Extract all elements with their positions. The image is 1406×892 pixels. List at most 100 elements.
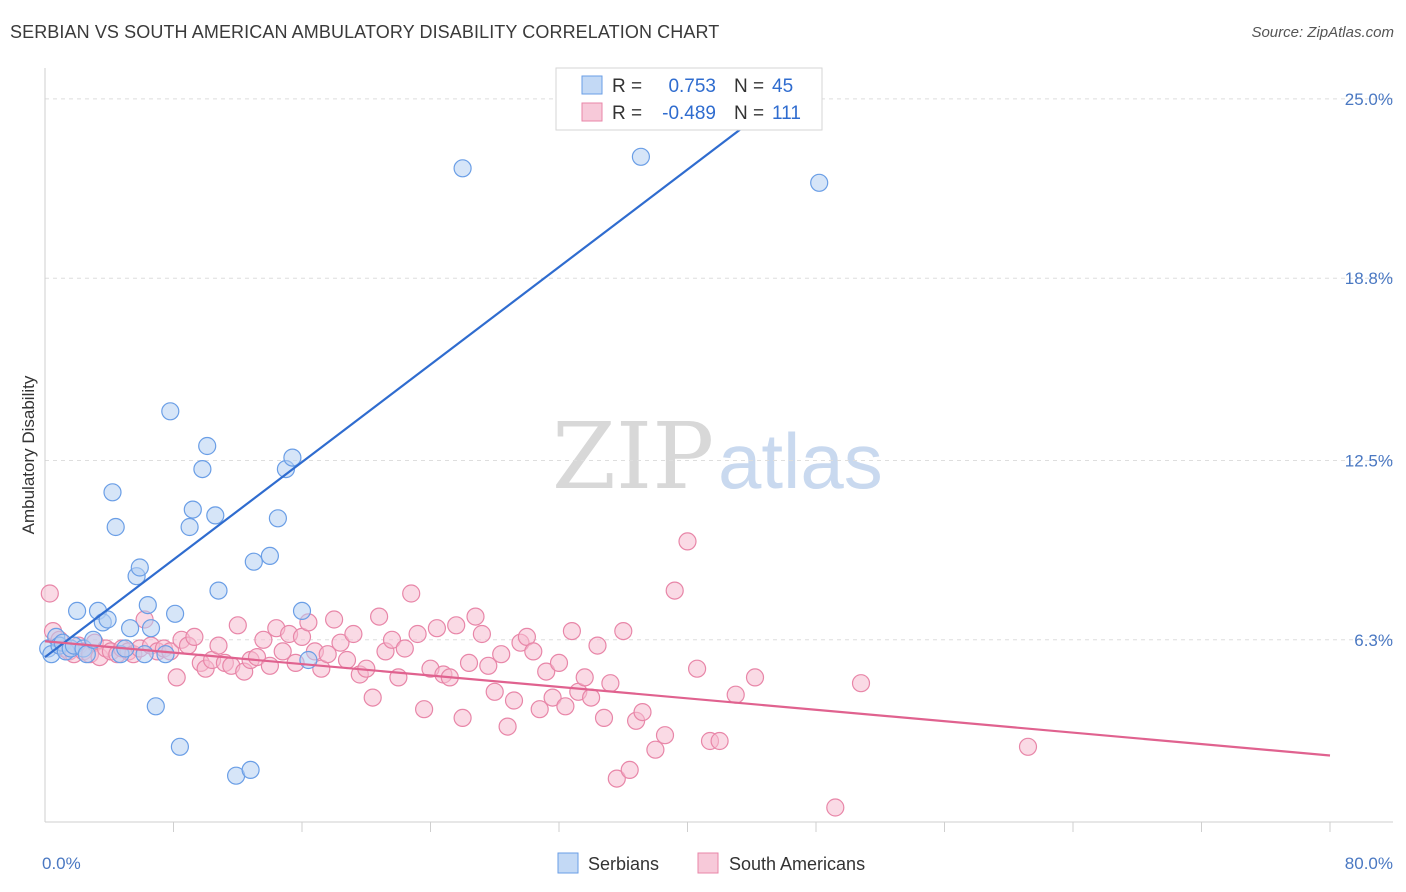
south_americans-point-80 (530, 700, 549, 719)
south_americans-point-85 (562, 621, 582, 641)
south_americans-point-51 (344, 624, 363, 644)
south_americans-point-62 (415, 700, 434, 719)
south_americans-point-23 (167, 668, 186, 687)
south_americans-point-57 (382, 630, 402, 649)
south_americans-point-97 (646, 740, 665, 759)
south_americans-point-83 (549, 653, 569, 673)
south_americans-point-89 (588, 636, 607, 655)
serbians-point-43 (292, 601, 312, 621)
trendlines (44, 89, 1331, 757)
serbians-point-38 (244, 552, 263, 571)
serbians-point-31 (183, 500, 202, 519)
south_americans-point-100 (678, 532, 697, 551)
serbians-point-21 (130, 558, 149, 577)
serbians-point-35 (209, 581, 228, 600)
legend-n-label-south-americans: N = (734, 103, 764, 124)
south_americans-point-108 (1018, 737, 1038, 756)
serbians-point-26 (156, 645, 175, 664)
serbians-point-39 (260, 546, 279, 566)
south_americans-point-74 (492, 645, 511, 664)
y-tick-label-0: 6.3% (1354, 631, 1393, 650)
south_americans-point-50 (337, 650, 357, 670)
south_americans-point-40 (273, 642, 292, 661)
series-legend: Serbians South Americans (557, 852, 865, 874)
south_americans-point-99 (665, 581, 684, 600)
chart-source: Source: ZipAtlas.com (1251, 24, 1394, 41)
south_americans-point-68 (453, 708, 472, 728)
legend-n-value-south-americans: 111 (772, 103, 801, 124)
south_americans-point-84 (556, 697, 575, 716)
bottom-legend-label-serbians: Serbians (588, 854, 659, 874)
legend-n-label-serbians: N = (734, 76, 764, 97)
serbians-point-25 (146, 697, 165, 716)
y-tick-label-1: 12.5% (1345, 451, 1393, 470)
south_americans-point-60 (402, 584, 421, 603)
serbians-point-16 (106, 517, 125, 537)
south_americans-point-79 (524, 642, 543, 661)
south_americans-point-82 (543, 688, 562, 707)
serbians-point-24 (141, 619, 161, 638)
serbians-point-37 (241, 760, 260, 780)
chart-title: SERBIAN VS SOUTH AMERICAN AMBULATORY DIS… (10, 22, 720, 42)
legend-r-label-serbians: R = (612, 76, 642, 97)
legend-r-label-south-americans: R = (612, 103, 642, 124)
south_americans-point-59 (395, 639, 414, 658)
south_americans-trendline (44, 640, 1331, 757)
serbians-point-47 (631, 147, 651, 166)
south_americans-point-33 (228, 616, 247, 635)
serbians-point-30 (180, 517, 199, 537)
x-tick-label-0: 0.0% (42, 854, 81, 873)
south_americans-point-104 (726, 685, 745, 704)
south_americans-point-93 (614, 621, 633, 641)
south_americans-point-48 (325, 610, 344, 629)
serbians-point-8 (67, 601, 87, 621)
south_americans-point-70 (466, 607, 485, 626)
south_americans-point-98 (655, 726, 675, 745)
legend-r-value-serbians: 0.753 (668, 76, 716, 97)
south_americans-point-47 (318, 645, 337, 664)
serbians-point-45 (453, 159, 472, 178)
serbians-trendline (44, 89, 793, 659)
serbians-point-22 (135, 645, 154, 664)
serbians-point-29 (170, 737, 189, 756)
serbians-point-27 (161, 402, 180, 421)
serbians-point-19 (121, 619, 140, 638)
south_americans-point-71 (472, 624, 491, 644)
serbians-point-32 (193, 460, 212, 479)
south_americans-point-26 (185, 627, 204, 647)
south_americans-point-75 (498, 717, 517, 736)
axes (44, 68, 1393, 832)
y-axis-title: Ambulatory Disability (19, 375, 38, 534)
south_americans-point-107 (851, 674, 871, 693)
watermark-zip: ZIP (552, 403, 714, 510)
south_americans-point-0 (40, 584, 59, 603)
south_americans-point-94 (620, 760, 639, 780)
south_americans-point-54 (363, 688, 382, 707)
south_americans-point-55 (370, 607, 389, 626)
correlation-legend: R = 0.753 N = 45 R = -0.489 N = 111 (555, 67, 823, 131)
y-tick-label-2: 18.8% (1345, 269, 1393, 288)
serbians-point-34 (206, 506, 225, 525)
legend-n-value-serbians: 45 (772, 76, 793, 97)
serbians-point-28 (166, 604, 185, 623)
serbians-point-33 (198, 436, 217, 456)
bottom-legend-swatch-serbians (557, 852, 579, 874)
x-tick-labels: 0.0% 80.0% (42, 854, 1393, 873)
data-points (39, 107, 1038, 817)
legend-swatch-serbians (581, 75, 603, 95)
south_americans-point-88 (581, 688, 601, 707)
south_americans-point-101 (687, 659, 707, 678)
serbians-point-48 (810, 173, 829, 192)
y-tick-label-3: 25.0% (1345, 90, 1393, 109)
south_americans-point-87 (575, 668, 594, 687)
south_americans-point-73 (485, 682, 504, 701)
serbians-point-15 (103, 483, 122, 502)
south_americans-point-105 (745, 668, 765, 687)
south_americans-point-69 (459, 653, 479, 673)
south_americans-point-92 (607, 769, 626, 788)
serbians-point-42 (283, 448, 302, 467)
serbians-point-40 (268, 509, 287, 528)
bottom-legend-swatch-south-americans (697, 852, 719, 874)
south_americans-point-64 (427, 619, 446, 638)
south_americans-point-37 (254, 630, 273, 649)
